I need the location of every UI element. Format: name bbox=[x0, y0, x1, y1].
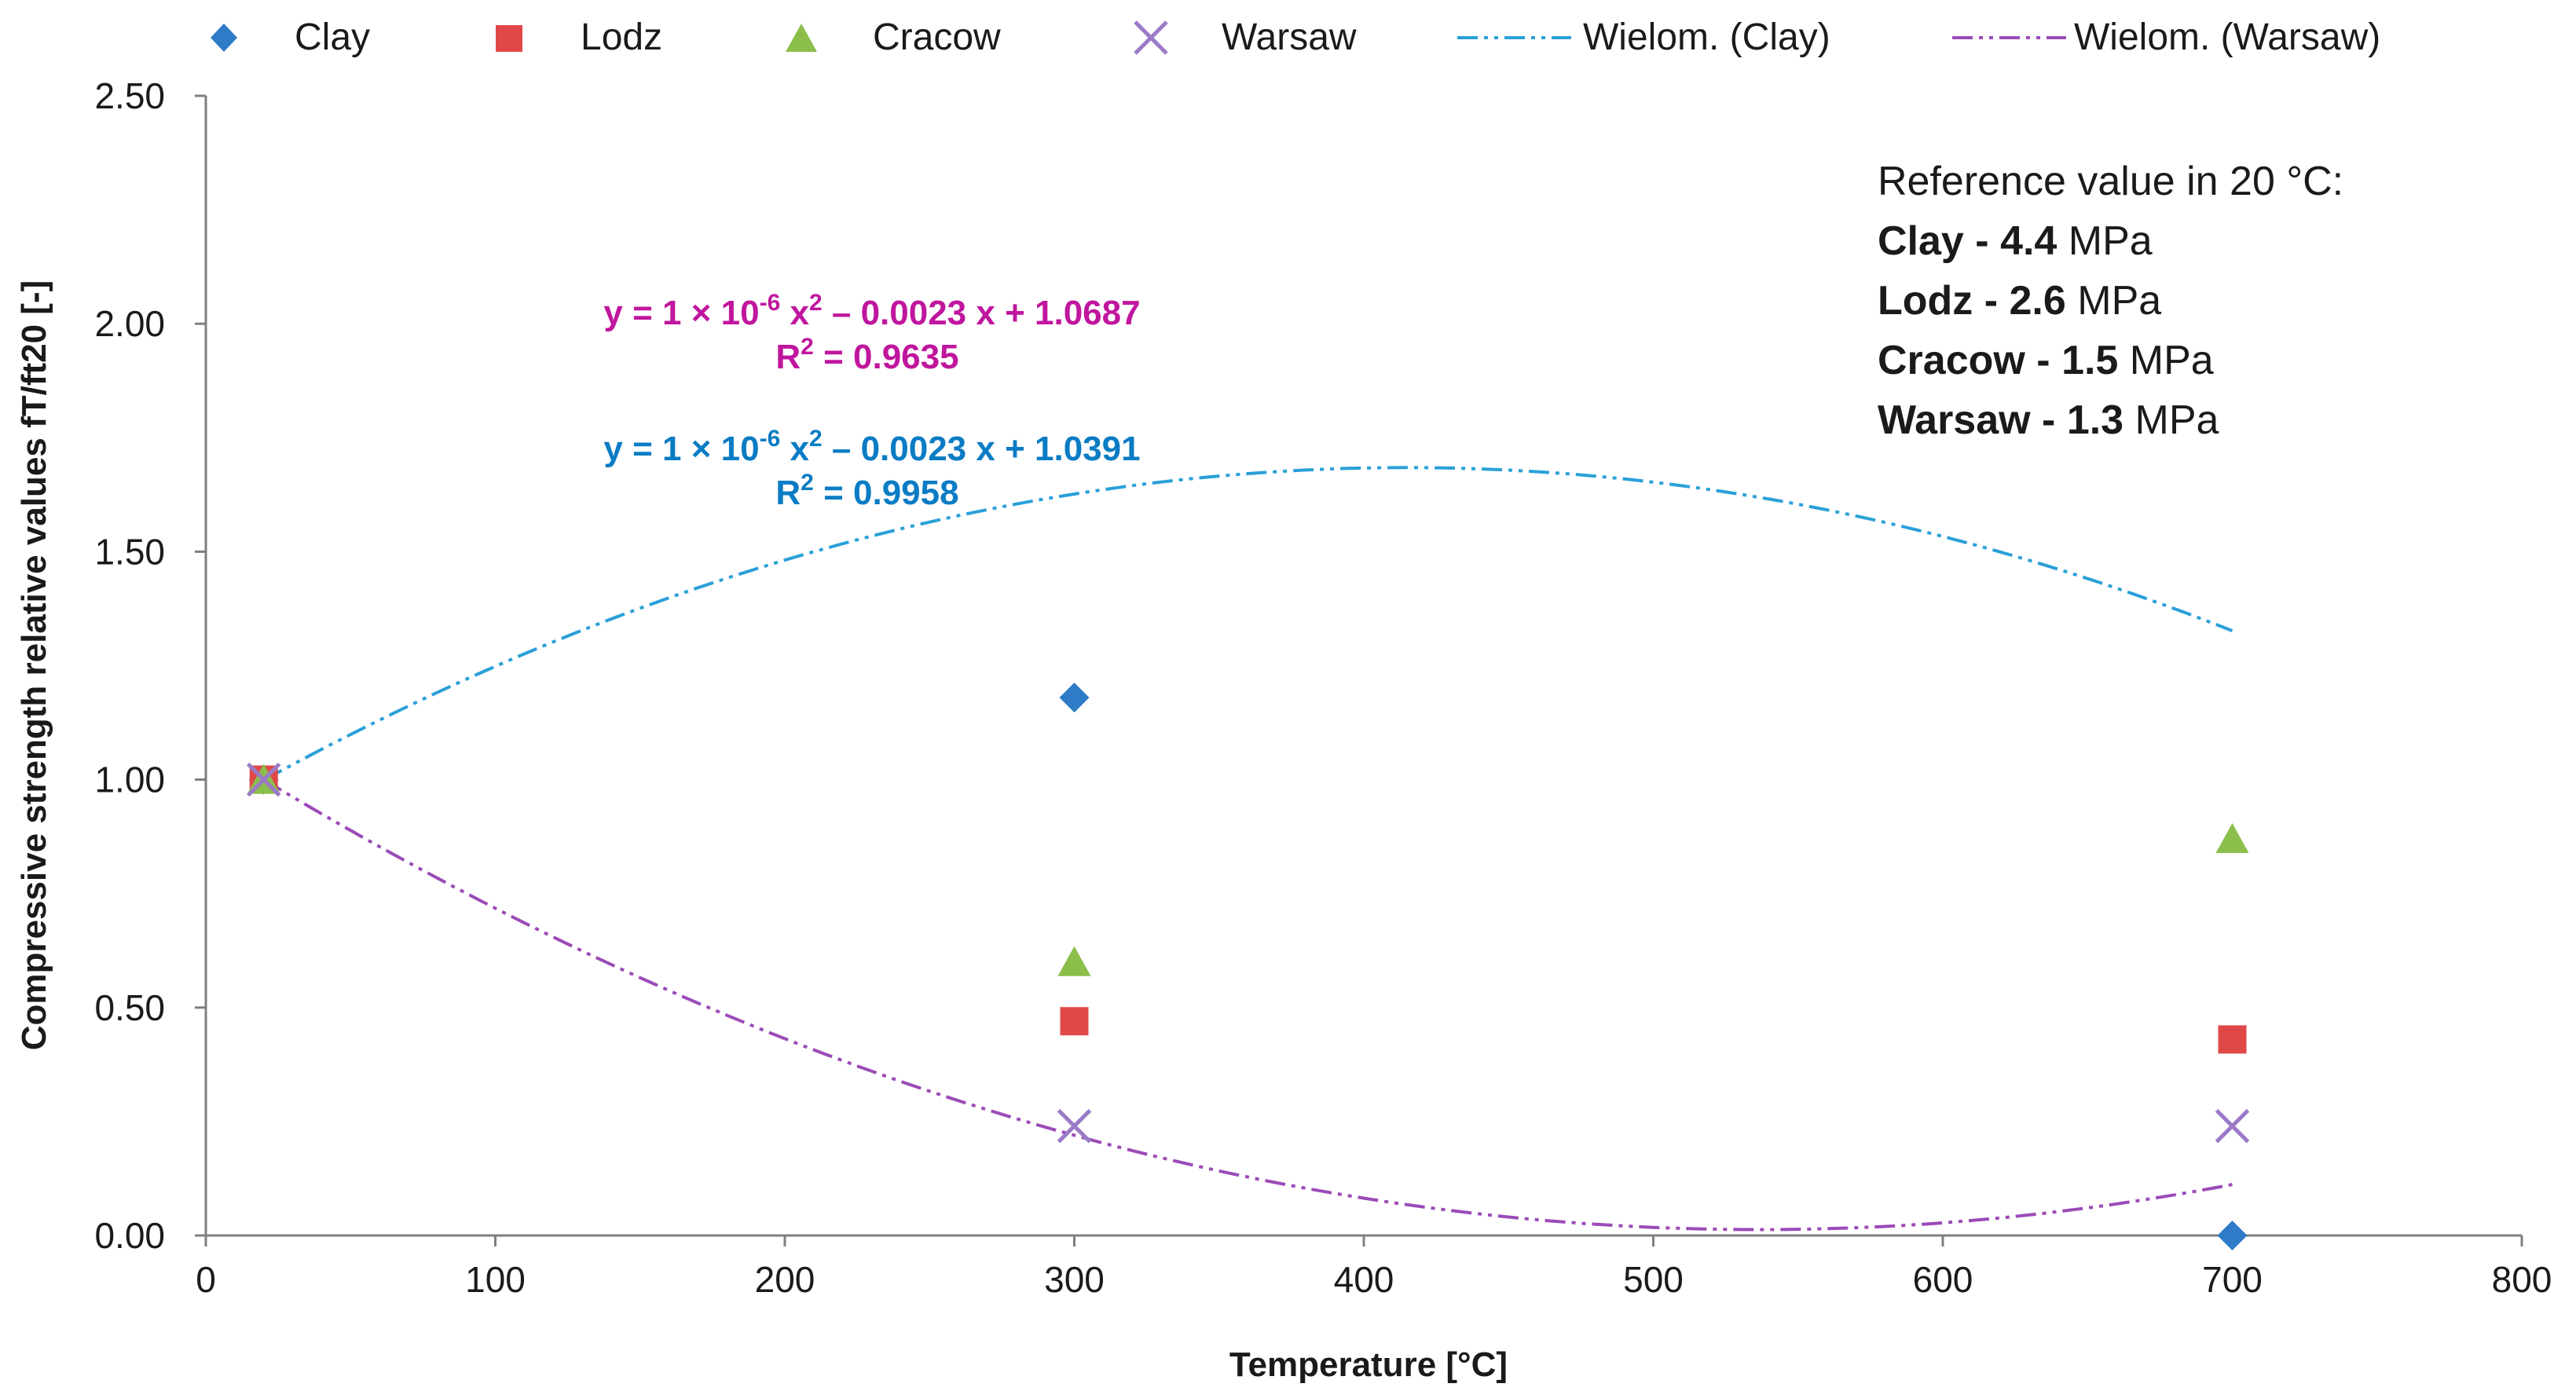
x-tick-label: 700 bbox=[2202, 1259, 2263, 1300]
x-tick-label: 300 bbox=[1044, 1259, 1105, 1300]
y-axis-title: Compressive strength relative values fT/… bbox=[15, 280, 53, 1051]
point-lodz bbox=[1060, 1007, 1089, 1036]
legend-marker-clay bbox=[211, 24, 237, 52]
trendlines bbox=[262, 466, 2233, 1232]
x-tick-label: 100 bbox=[465, 1259, 526, 1300]
point-warsaw bbox=[2215, 1108, 2250, 1144]
reference-row-cracow: Cracow - 1.5 MPa bbox=[1878, 338, 2214, 383]
y-tick-label: 1.50 bbox=[94, 531, 165, 572]
clay-r2: R2 = 0.9958 bbox=[775, 470, 958, 512]
y-tick-label: 0.50 bbox=[94, 987, 165, 1028]
legend-label-warsaw-trend: Wielom. (Warsaw) bbox=[2074, 16, 2380, 58]
x-tick-label: 800 bbox=[2492, 1259, 2552, 1300]
legend-marker-cracow bbox=[786, 24, 817, 52]
x-tick-label: 400 bbox=[1334, 1259, 1394, 1300]
warsaw-r2: R2 = 0.9635 bbox=[775, 334, 958, 376]
y-tick-label: 2.00 bbox=[94, 303, 165, 344]
point-warsaw bbox=[246, 762, 281, 797]
clay-equation: y = 1 × 10-6 x2 – 0.0023 x + 1.0391 R2 =… bbox=[603, 426, 1140, 512]
warsaw-equation-line: y = 1 × 10-6 x2 – 0.0023 x + 1.0687 bbox=[603, 290, 1140, 332]
point-clay bbox=[2217, 1221, 2248, 1250]
clay-equation-line: y = 1 × 10-6 x2 – 0.0023 x + 1.0391 bbox=[603, 426, 1140, 468]
x-axis-ticks: 0 100 200 300 400 500 600 700 800 bbox=[196, 1235, 2552, 1300]
point-warsaw bbox=[1057, 1108, 1092, 1144]
y-tick-label: 1.00 bbox=[94, 760, 165, 800]
y-tick-label: 2.50 bbox=[94, 75, 165, 116]
x-axis-title: Temperature [°C] bbox=[1229, 1345, 1508, 1384]
reference-row-warsaw: Warsaw - 1.3 MPa bbox=[1878, 397, 2219, 443]
x-tick-label: 0 bbox=[196, 1259, 216, 1300]
reference-values: Reference value in 20 °C: Clay - 4.4 MPa… bbox=[1878, 159, 2343, 443]
warsaw-equation: y = 1 × 10-6 x2 – 0.0023 x + 1.0687 R2 =… bbox=[603, 290, 1140, 376]
trendline-wielom-clay- bbox=[262, 466, 2233, 782]
legend-marker-warsaw bbox=[1134, 20, 1168, 55]
y-tick-label: 0.00 bbox=[94, 1215, 165, 1256]
legend: Clay Lodz Cracow Warsaw Wielom. (Clay) W… bbox=[211, 16, 2380, 58]
legend-label-lodz: Lodz bbox=[581, 16, 662, 58]
legend-label-cracow: Cracow bbox=[873, 16, 1001, 58]
point-cracow bbox=[1057, 946, 1091, 976]
reference-heading: Reference value in 20 °C: bbox=[1878, 159, 2343, 204]
x-tick-label: 600 bbox=[1913, 1259, 1973, 1300]
legend-label-clay-trend: Wielom. (Clay) bbox=[1583, 16, 1830, 58]
x-tick-label: 500 bbox=[1623, 1259, 1684, 1300]
trendline-wielom-warsaw- bbox=[262, 778, 2233, 1232]
point-cracow bbox=[2215, 823, 2249, 854]
data-points bbox=[246, 683, 2250, 1250]
y-axis-ticks: 0.00 0.50 1.00 1.50 2.00 2.50 bbox=[94, 75, 206, 1256]
reference-row-lodz: Lodz - 2.6 MPa bbox=[1878, 278, 2161, 324]
legend-label-clay: Clay bbox=[295, 16, 370, 58]
reference-row-clay: Clay - 4.4 MPa bbox=[1878, 218, 2153, 264]
point-clay bbox=[1059, 683, 1090, 713]
point-lodz bbox=[2218, 1025, 2247, 1054]
legend-marker-lodz bbox=[496, 25, 522, 52]
legend-label-warsaw: Warsaw bbox=[1222, 16, 1357, 58]
x-tick-label: 200 bbox=[755, 1259, 815, 1300]
